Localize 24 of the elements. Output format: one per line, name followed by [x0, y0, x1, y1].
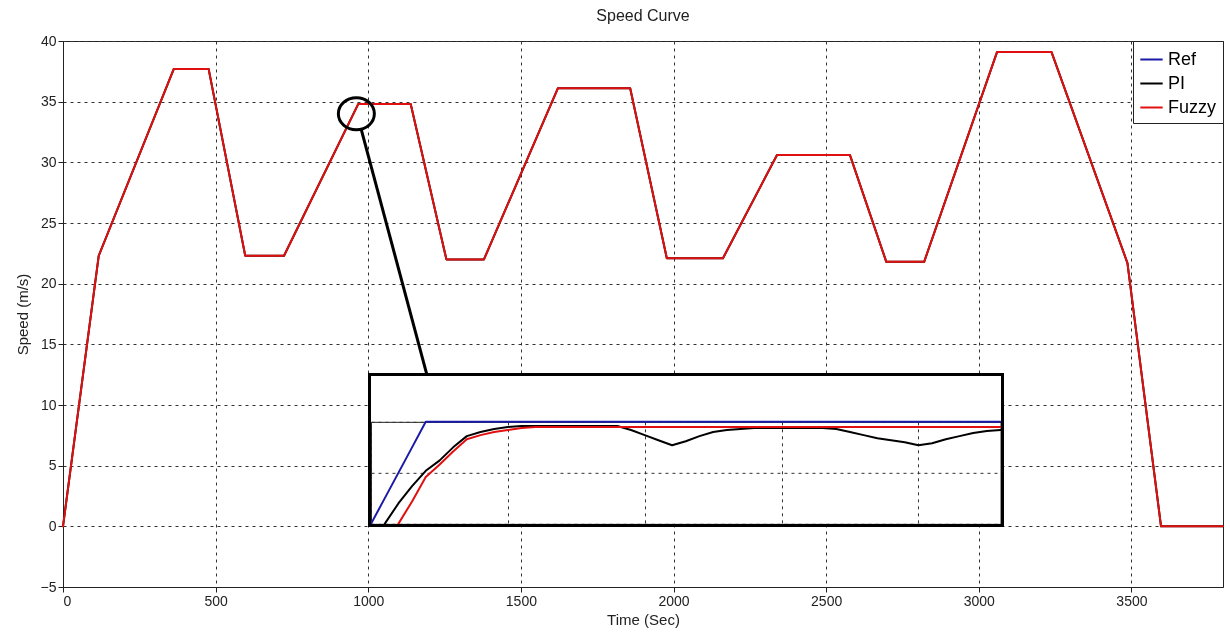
y-tick-label: 25: [40, 214, 57, 231]
x-tick-label: 1500: [505, 592, 538, 609]
y-axis-title: Speed (m/s): [13, 273, 31, 356]
x-tick-label: 500: [204, 592, 229, 609]
y-tick-label: 40: [40, 32, 57, 49]
legend-label: Ref: [1168, 48, 1198, 69]
x-tick-label: 2000: [658, 592, 690, 609]
y-tick-label: 30: [40, 153, 57, 170]
y-tick-label: 15: [40, 335, 57, 352]
legend-label: Fuzzy: [1168, 96, 1217, 117]
y-tick-label: 5: [48, 457, 57, 474]
y-tick-label: 10: [40, 396, 57, 413]
y-tick-label: 35: [40, 93, 57, 110]
y-tick-label: 0: [48, 517, 57, 534]
legend-label: PI: [1168, 72, 1186, 93]
x-axis-title: Time (Sec): [607, 610, 680, 628]
x-tick-label: 3500: [1116, 592, 1148, 609]
y-tick-label: 20: [40, 275, 57, 292]
x-tick-label: 2500: [811, 592, 843, 609]
x-tick-label: 1000: [353, 592, 385, 609]
y-tick-label: −5: [40, 578, 57, 595]
chart-title: Speed Curve: [596, 7, 690, 24]
x-tick-label: 0: [63, 592, 72, 609]
x-tick-label: 3000: [963, 592, 996, 609]
